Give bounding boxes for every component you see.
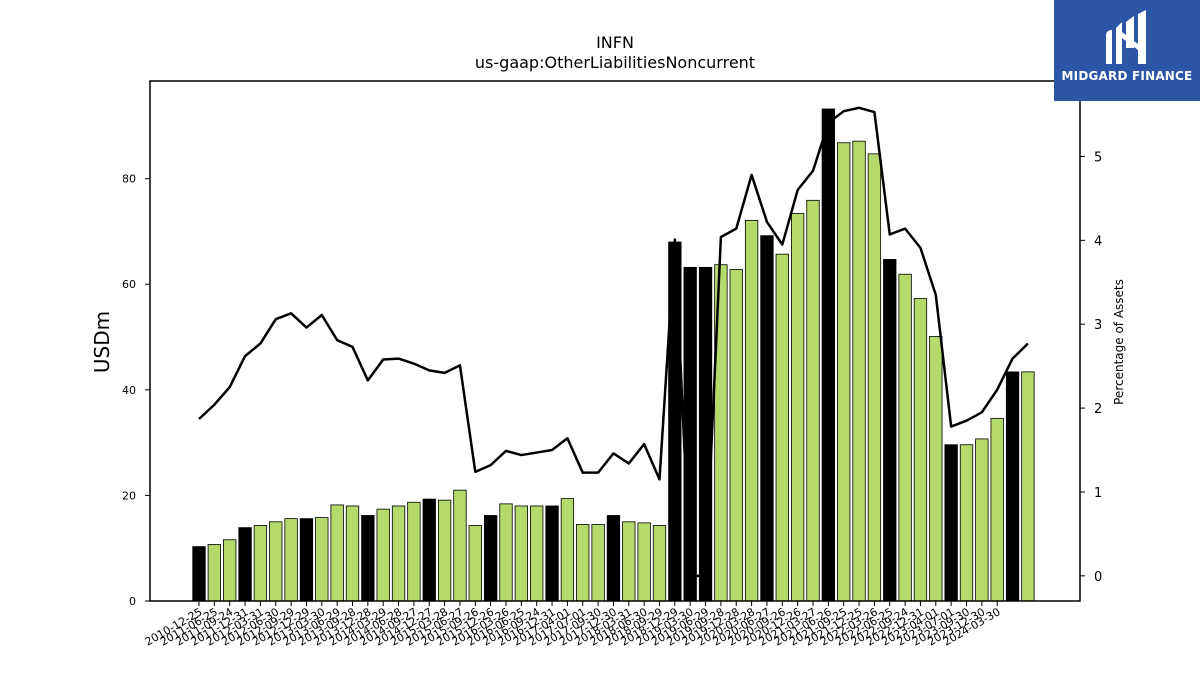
bar bbox=[315, 517, 329, 602]
bar bbox=[361, 515, 375, 602]
bar bbox=[192, 546, 206, 602]
bar bbox=[545, 505, 559, 602]
bar bbox=[821, 108, 835, 602]
bar bbox=[391, 505, 406, 602]
y-tick-label: 60 bbox=[122, 278, 136, 291]
y2-tick-label: 3 bbox=[1094, 318, 1102, 333]
bar bbox=[867, 153, 882, 602]
bar bbox=[806, 199, 820, 602]
bar bbox=[530, 505, 544, 602]
bar bbox=[837, 142, 851, 602]
bar bbox=[591, 524, 605, 602]
bar bbox=[913, 298, 928, 602]
bar bbox=[729, 269, 743, 602]
bar bbox=[422, 498, 436, 602]
plot-frame bbox=[149, 80, 1081, 602]
y-tick-label: 80 bbox=[122, 173, 136, 186]
y2-tick-label: 0 bbox=[1094, 570, 1102, 585]
bar bbox=[376, 508, 390, 602]
bar bbox=[652, 525, 667, 602]
bar bbox=[1005, 371, 1020, 602]
bar bbox=[898, 273, 912, 602]
bar bbox=[622, 521, 636, 602]
bar bbox=[744, 219, 759, 602]
y-tick-label: 20 bbox=[122, 489, 136, 502]
bar bbox=[576, 524, 590, 602]
bar bbox=[483, 515, 498, 602]
bar bbox=[407, 501, 421, 602]
bar bbox=[606, 515, 621, 602]
bar bbox=[990, 417, 1004, 602]
bar bbox=[499, 503, 513, 602]
bar bbox=[975, 438, 989, 602]
bar bbox=[284, 518, 298, 602]
line-series bbox=[198, 106, 1029, 578]
y2-axis-label: Percentage of Assets bbox=[1112, 279, 1126, 405]
bar bbox=[453, 489, 467, 602]
bar bbox=[760, 235, 774, 602]
bar bbox=[883, 259, 897, 602]
bar bbox=[852, 140, 866, 602]
bar bbox=[791, 213, 805, 602]
y2-tick-label: 5 bbox=[1094, 150, 1102, 165]
bar bbox=[223, 539, 237, 602]
bar bbox=[944, 444, 958, 602]
y-tick-label: 0 bbox=[129, 595, 136, 608]
y2-tick-label: 4 bbox=[1094, 234, 1102, 249]
bar bbox=[253, 525, 268, 602]
bar bbox=[560, 498, 575, 602]
brand-logo: MIDGARD FINANCE bbox=[1054, 0, 1200, 101]
percentage-line bbox=[198, 106, 1029, 578]
bar bbox=[637, 522, 651, 602]
y2-tick-label: 1 bbox=[1094, 486, 1102, 501]
bar bbox=[269, 521, 283, 602]
midgard-logo-mark-icon bbox=[1106, 10, 1146, 64]
chart-title: INFN bbox=[596, 33, 634, 52]
y-axis-label: USDm bbox=[90, 311, 114, 373]
bar bbox=[1021, 371, 1035, 602]
bar-series bbox=[192, 108, 1035, 602]
logo-text: MIDGARD FINANCE bbox=[1061, 69, 1193, 83]
bar bbox=[959, 444, 974, 602]
bar bbox=[238, 527, 252, 602]
bar bbox=[514, 505, 528, 602]
chart-subtitle: us-gaap:OtherLiabilitiesNoncurrent bbox=[475, 53, 755, 72]
bar bbox=[775, 253, 789, 602]
bar bbox=[929, 336, 943, 602]
bar bbox=[437, 499, 452, 602]
bar bbox=[468, 525, 482, 602]
bar bbox=[207, 544, 222, 602]
bar bbox=[299, 518, 314, 602]
bar bbox=[330, 504, 344, 602]
y-tick-label: 40 bbox=[122, 384, 136, 397]
bar bbox=[345, 505, 360, 602]
y2-tick-label: 2 bbox=[1094, 402, 1102, 417]
